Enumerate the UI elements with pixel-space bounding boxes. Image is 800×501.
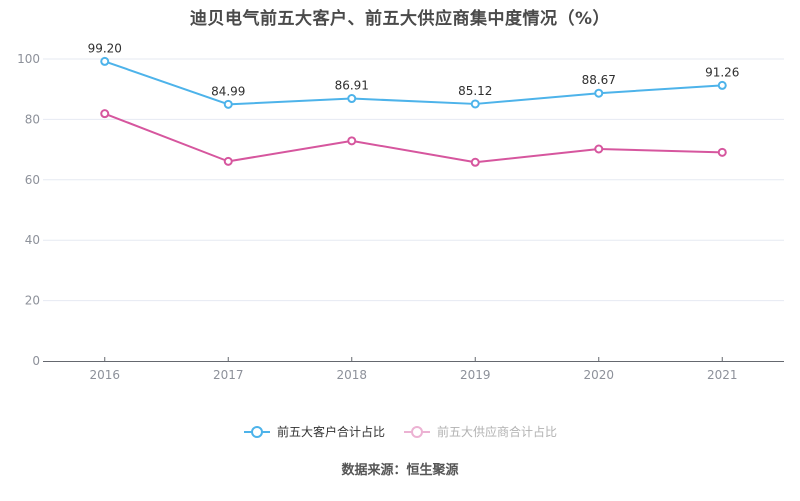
data-point-marker[interactable]	[470, 99, 480, 109]
data-point-label: 99.20	[88, 41, 122, 55]
series-line-2	[103, 112, 724, 164]
legend-item-2[interactable]: 前五大供应商合计占比	[403, 423, 557, 440]
line-chart-plot: 0 20 40 60 80 100 2016 2017 2018 2019 2020 2021 99.2…	[17, 41, 784, 382]
data-point-marker[interactable]	[594, 88, 604, 98]
legend: 前五大客户合计占比 前五大供应商合计占比	[0, 423, 800, 440]
data-point-marker[interactable]	[223, 99, 233, 109]
y-axis-tick-label: 100	[17, 52, 40, 66]
y-axis-tick-label: 40	[25, 233, 40, 247]
data-source: 数据来源：恒生聚源	[341, 463, 459, 478]
x-axis-tick-label: 2019	[460, 368, 491, 382]
x-axis-tick-label: 2020	[583, 368, 614, 382]
legend-item-1[interactable]: 前五大客户合计占比	[243, 423, 385, 440]
data-point-marker[interactable]	[594, 144, 604, 154]
legend-line-marker-icon	[404, 425, 430, 438]
data-point-marker[interactable]	[223, 156, 233, 166]
x-axis-tick-label: 2016	[89, 368, 120, 382]
data-point-marker[interactable]	[347, 94, 357, 104]
y-axis-tick-label: 20	[25, 294, 40, 308]
data-point-label: 84.99	[211, 84, 245, 98]
y-axis-tick-label: 80	[25, 112, 40, 126]
x-axis-tick-label: 2017	[213, 368, 244, 382]
legend-line-marker-icon	[243, 425, 270, 438]
legend-label: 前五大供应商合计占比	[437, 425, 558, 439]
data-point-marker[interactable]	[100, 109, 110, 119]
data-point-label: 85.12	[458, 84, 492, 98]
data-point-label: 88.67	[582, 73, 616, 87]
data-point-label: 86.91	[335, 79, 369, 93]
x-axis-tick-label: 2021	[707, 368, 738, 382]
data-point-label: 91.26	[705, 65, 739, 79]
data-point-marker[interactable]	[470, 157, 480, 167]
data-point-marker[interactable]	[717, 80, 727, 90]
data-point-marker[interactable]	[717, 147, 727, 157]
legend-label: 前五大客户合计占比	[276, 425, 385, 439]
data-point-marker[interactable]	[100, 56, 110, 66]
data-point-marker[interactable]	[347, 136, 357, 146]
chart-title: 迪贝电气前五大客户、前五大供应商集中度情况（%）	[189, 9, 611, 29]
y-axis-tick-label: 0	[32, 354, 40, 368]
series-line-1	[103, 60, 724, 106]
y-axis-tick-label: 60	[25, 173, 40, 187]
x-axis-tick-label: 2018	[336, 368, 367, 382]
